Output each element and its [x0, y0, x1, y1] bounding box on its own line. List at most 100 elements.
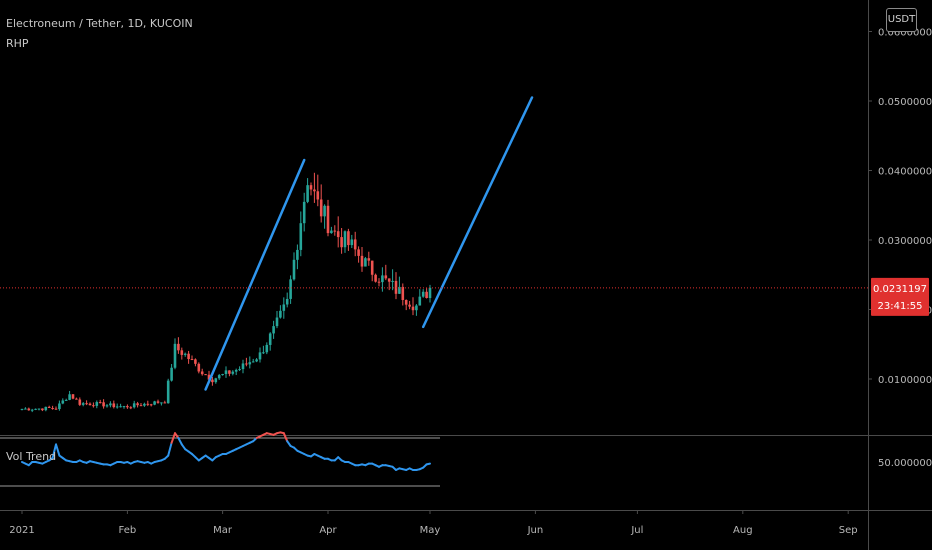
candle-body — [20, 408, 24, 410]
candle-body — [81, 403, 85, 405]
candle-body — [381, 275, 384, 283]
vol-axis-label: 50.0000000 — [878, 458, 932, 469]
candle-body — [92, 405, 95, 407]
candle-body — [401, 286, 405, 300]
candle-body — [190, 359, 194, 361]
candle-body — [143, 403, 146, 406]
price-tick-label: 0.0500000 — [878, 97, 932, 108]
candle-body — [61, 400, 65, 404]
date-tick-label: Aug — [733, 525, 753, 536]
candle-body — [255, 359, 258, 362]
price-tick-label: 0.0100000 — [878, 375, 932, 386]
candle-body — [265, 344, 269, 353]
candle-body — [85, 403, 88, 405]
candle-body — [336, 231, 340, 238]
vol-trend-segment — [177, 437, 183, 446]
candle-body — [262, 352, 265, 354]
indicator-label: RHP — [6, 37, 29, 50]
price-pane[interactable] — [0, 96, 932, 436]
candle-body — [68, 394, 71, 400]
vol-trend-segment — [170, 432, 176, 444]
candle-body — [391, 280, 394, 282]
candle-body — [58, 403, 61, 410]
candle-body — [119, 406, 122, 408]
candle-body — [340, 237, 343, 248]
date-tick-label: 2021 — [9, 525, 34, 536]
candle-body — [384, 275, 388, 279]
candle-body — [75, 398, 78, 400]
candle-body — [241, 363, 245, 370]
candle-body — [319, 199, 323, 217]
candle-body — [153, 401, 156, 405]
candle-body — [166, 380, 170, 404]
candle-body — [323, 205, 326, 217]
candle-body — [204, 374, 207, 376]
candle-body — [418, 296, 422, 306]
vol-trend-segment — [51, 443, 57, 459]
candle-body — [88, 403, 92, 406]
candle-body — [170, 367, 173, 381]
candle-body — [78, 399, 82, 405]
trendline-1[interactable] — [204, 158, 306, 391]
trendline-2[interactable] — [421, 96, 534, 329]
price-tick-label: 0.0300000 — [878, 236, 932, 247]
bar-countdown: 23:41:55 — [878, 301, 923, 312]
candle-body — [197, 363, 201, 372]
candle-body — [109, 403, 112, 406]
candle-body — [24, 408, 27, 410]
candle-body — [187, 353, 190, 360]
candle-body — [224, 370, 228, 375]
candle-body — [234, 369, 238, 372]
candle-body — [54, 408, 58, 410]
candle-body — [367, 258, 371, 261]
candle-body — [139, 405, 143, 407]
candle-body — [330, 230, 333, 234]
date-tick-label: Jun — [527, 525, 544, 536]
candle-body — [231, 371, 235, 374]
candle-body — [126, 406, 129, 408]
candle-body — [285, 298, 289, 305]
candle-body — [408, 304, 411, 307]
candle-body — [411, 306, 415, 311]
vol-trend-segment — [425, 462, 431, 466]
vol-trend-pane[interactable] — [0, 431, 440, 487]
candle-body — [200, 371, 204, 375]
currency-button[interactable]: USDT — [886, 8, 917, 32]
candle-body — [156, 401, 160, 403]
candle-body — [177, 343, 180, 351]
candle-body — [64, 399, 68, 401]
candle-body — [183, 353, 187, 355]
last-price-value: 0.0231197 — [873, 284, 927, 295]
price-tick-label: 0.0400000 — [878, 167, 932, 178]
candle-body — [292, 259, 296, 280]
price-tick-label: 0.0600000 — [878, 28, 932, 39]
candle-body — [228, 370, 231, 374]
candle-body — [34, 408, 37, 410]
candle-body — [163, 402, 167, 404]
candle-body — [173, 343, 177, 368]
candle-body — [347, 231, 350, 246]
candle-body — [425, 291, 428, 299]
candle-body — [194, 359, 197, 364]
candle-body — [30, 409, 34, 411]
candle-body — [71, 394, 75, 399]
candle-body — [251, 361, 255, 363]
candle-body — [404, 299, 408, 305]
candle-body — [136, 403, 139, 406]
candle-body — [180, 350, 184, 355]
price-axis[interactable]: 0.01000000.02000000.03000000.04000000.05… — [868, 0, 932, 550]
candle-body — [313, 189, 316, 192]
candle-body — [160, 402, 163, 404]
date-tick-label: Apr — [319, 525, 337, 536]
candle-body — [217, 375, 221, 379]
candle-body — [316, 191, 320, 200]
candle-body — [98, 402, 102, 404]
time-axis[interactable]: 2021 Feb Mar Apr May Jun Jul Aug Sep — [0, 510, 932, 536]
candle-body — [306, 185, 309, 202]
candle-body — [360, 255, 364, 267]
candle-body — [221, 374, 224, 376]
candle-body — [102, 402, 105, 407]
candle-body — [364, 258, 367, 267]
candle-body — [238, 369, 241, 371]
candle-body — [302, 201, 306, 224]
